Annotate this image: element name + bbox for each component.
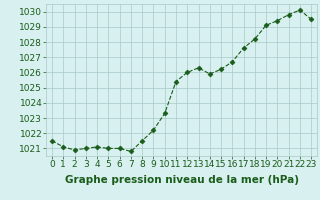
X-axis label: Graphe pression niveau de la mer (hPa): Graphe pression niveau de la mer (hPa)	[65, 175, 299, 185]
